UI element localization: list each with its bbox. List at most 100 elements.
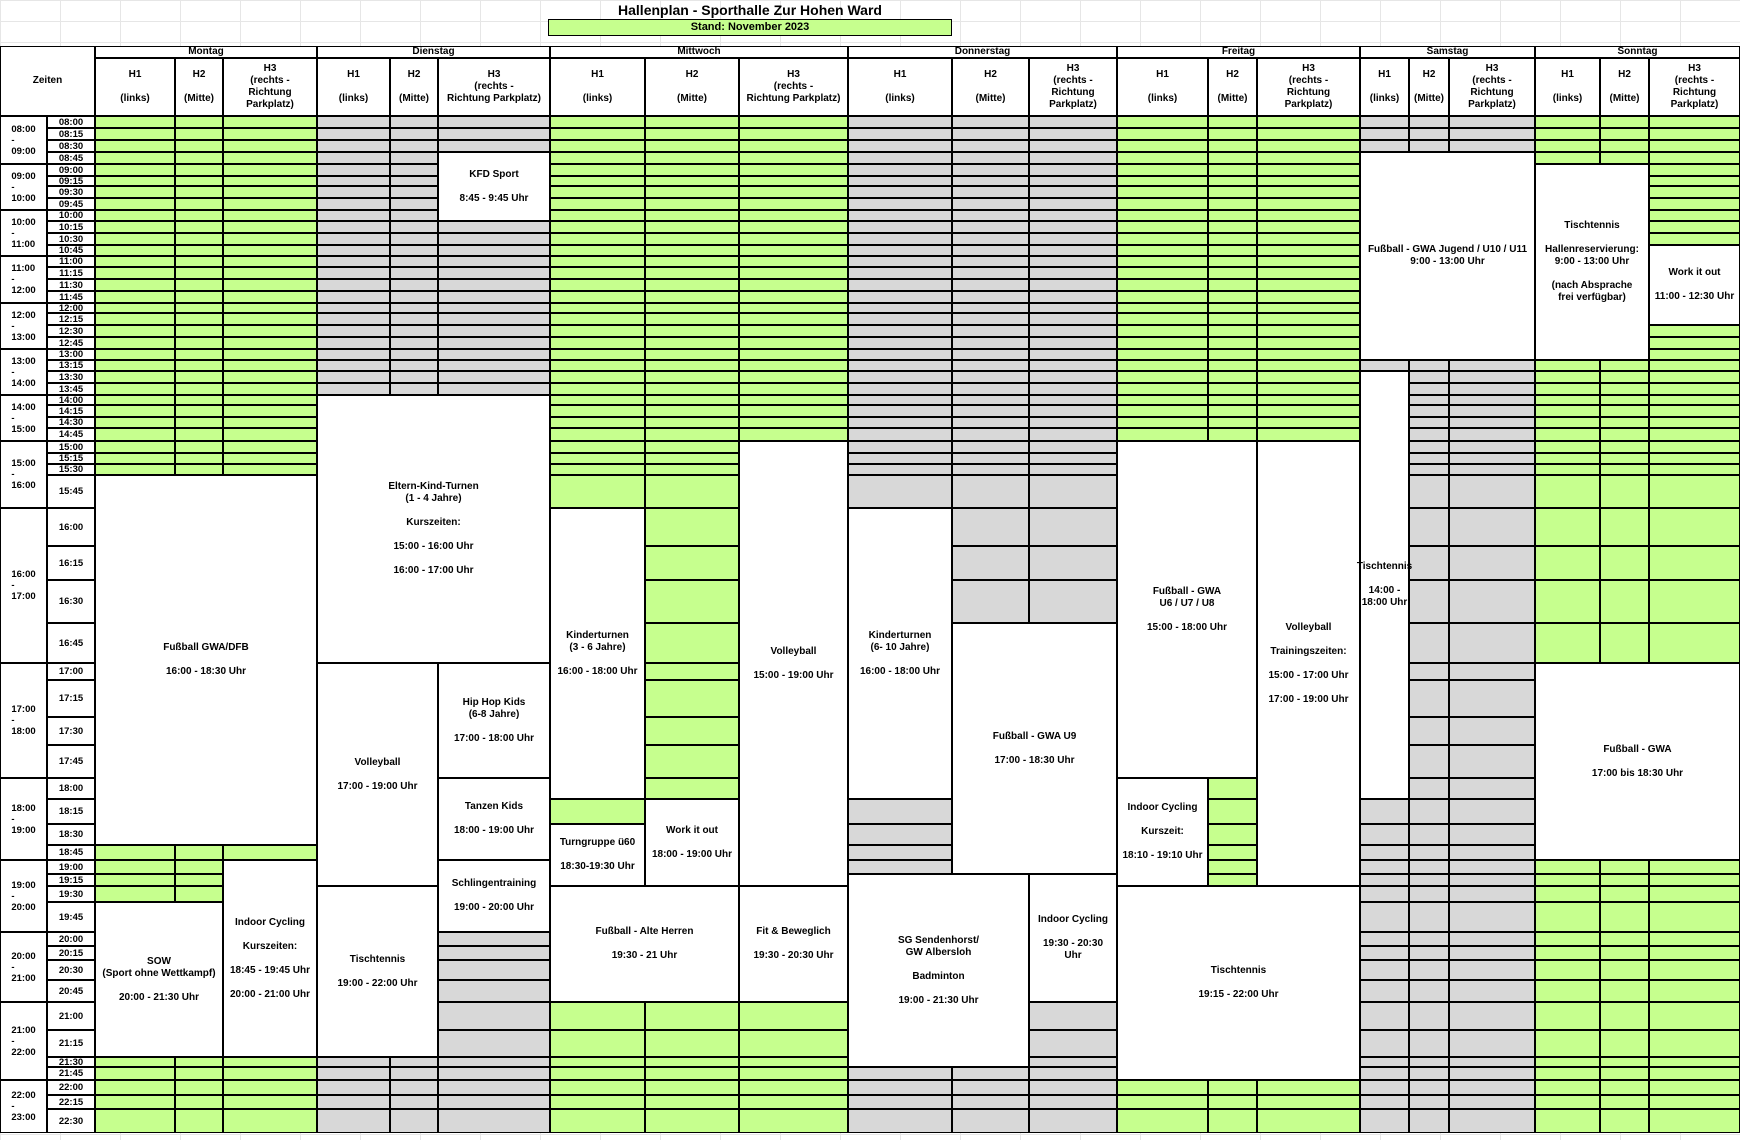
free-slot	[175, 1109, 223, 1133]
free-slot	[1117, 383, 1208, 395]
free-slot	[1649, 176, 1740, 186]
event-fussball-gwa-u9: Fußball - GWA U9 17:00 - 18:30 Uhr	[952, 623, 1117, 874]
free-slot	[175, 383, 223, 395]
time-slot-label: 12:30	[47, 325, 95, 337]
time-slot-label: 18:30	[47, 824, 95, 845]
time-slot-label: 22:15	[47, 1095, 95, 1109]
free-slot	[1257, 291, 1360, 303]
free-slot	[1117, 371, 1208, 383]
closed-slot	[952, 337, 1029, 349]
closed-slot	[952, 221, 1029, 233]
closed-slot	[1029, 325, 1117, 337]
closed-slot	[1409, 680, 1449, 717]
free-slot	[739, 116, 848, 128]
free-slot	[223, 464, 317, 475]
free-slot	[223, 164, 317, 176]
free-slot	[1117, 325, 1208, 337]
free-slot	[645, 417, 739, 428]
closed-slot	[1029, 313, 1117, 325]
closed-slot	[438, 1109, 550, 1133]
free-slot	[223, 128, 317, 140]
hour-range-label: 10:00 - 11:00	[0, 210, 47, 256]
free-slot	[223, 417, 317, 428]
free-slot	[645, 325, 739, 337]
closed-slot	[1409, 546, 1449, 580]
time-slot-label: 08:15	[47, 128, 95, 140]
time-slot-label: 17:30	[47, 717, 95, 745]
day-header-sonntag: Sonntag	[1535, 46, 1740, 58]
free-slot	[645, 1057, 739, 1067]
free-slot	[1208, 152, 1257, 164]
free-slot	[1257, 152, 1360, 164]
free-slot	[550, 140, 645, 152]
closed-slot	[1360, 1057, 1409, 1067]
closed-slot	[317, 337, 390, 349]
hall-header-donnerstag-h3: H3 (rechts - Richtung Parkplatz)	[1029, 58, 1117, 116]
free-slot	[223, 221, 317, 233]
closed-slot	[1449, 663, 1535, 680]
free-slot	[95, 371, 175, 383]
closed-slot	[952, 395, 1029, 405]
free-slot	[1257, 256, 1360, 267]
closed-slot	[952, 303, 1029, 313]
closed-slot	[1409, 980, 1449, 1002]
free-slot	[1117, 116, 1208, 128]
closed-slot	[848, 395, 952, 405]
time-slot-label: 15:15	[47, 453, 95, 464]
free-slot	[1208, 256, 1257, 267]
free-slot	[739, 186, 848, 198]
free-slot	[550, 799, 645, 824]
closed-slot	[1449, 680, 1535, 717]
closed-slot	[1029, 198, 1117, 210]
time-slot-label: 12:15	[47, 313, 95, 325]
free-slot	[645, 453, 739, 464]
closed-slot	[952, 176, 1029, 186]
free-slot	[550, 164, 645, 176]
time-slot-label: 15:30	[47, 464, 95, 475]
free-slot	[1208, 198, 1257, 210]
free-slot	[1257, 395, 1360, 405]
closed-slot	[390, 221, 438, 233]
closed-slot	[1409, 960, 1449, 980]
free-slot	[223, 245, 317, 256]
closed-slot	[952, 441, 1029, 453]
free-slot	[550, 221, 645, 233]
free-slot	[550, 291, 645, 303]
closed-slot	[1029, 405, 1117, 417]
free-slot	[95, 360, 175, 371]
free-slot	[1257, 1109, 1360, 1133]
free-slot	[550, 325, 645, 337]
closed-slot	[438, 1057, 550, 1067]
free-slot	[645, 680, 739, 717]
event-fit-und-beweglich: Fit & Beweglich 19:30 - 20:30 Uhr	[739, 886, 848, 1002]
free-slot	[645, 233, 739, 245]
free-slot	[1117, 349, 1208, 360]
free-slot	[1600, 116, 1649, 128]
day-header-mittwoch: Mittwoch	[550, 46, 848, 58]
free-slot	[95, 886, 175, 902]
free-slot	[550, 1095, 645, 1109]
closed-slot	[1409, 845, 1449, 860]
free-slot	[1600, 453, 1649, 464]
closed-slot	[1409, 778, 1449, 799]
time-slot-label: 15:00	[47, 441, 95, 453]
free-slot	[1600, 546, 1649, 580]
hall-header-samstag-h1: H1 (links)	[1360, 58, 1409, 116]
free-slot	[1208, 1109, 1257, 1133]
time-slot-label: 09:00	[47, 164, 95, 176]
closed-slot	[1449, 116, 1535, 128]
free-slot	[739, 1080, 848, 1095]
closed-slot	[1449, 475, 1535, 508]
free-slot	[1535, 152, 1600, 164]
free-slot	[1117, 221, 1208, 233]
free-slot	[645, 140, 739, 152]
closed-slot	[952, 417, 1029, 428]
free-slot	[1117, 267, 1208, 279]
free-slot	[550, 210, 645, 221]
free-slot	[1117, 405, 1208, 417]
closed-slot	[952, 164, 1029, 176]
free-slot	[1600, 405, 1649, 417]
free-slot	[1649, 453, 1740, 464]
free-slot	[645, 1109, 739, 1133]
closed-slot	[1449, 580, 1535, 623]
